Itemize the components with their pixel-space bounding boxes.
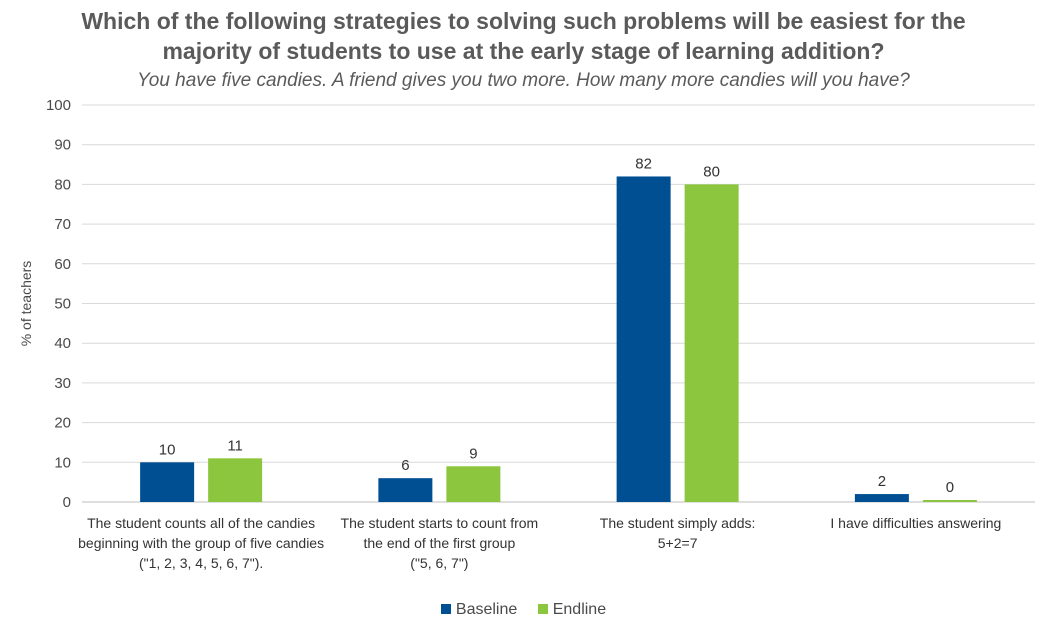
bar-baseline [616,176,671,502]
data-label: 10 [159,441,176,458]
y-axis-label: % of teachers [18,261,34,347]
data-label: 6 [401,457,409,474]
x-tick-label: beginning with the group of five candies [78,535,324,551]
x-tick-label: The student simply adds: [600,515,756,531]
x-tick-label: ("5, 6, 7") [410,555,468,571]
legend-item-baseline: Baseline [440,601,518,619]
bar-endline [208,458,263,502]
y-tick-label: 30 [54,375,71,392]
data-label: 2 [878,473,886,490]
y-tick-label: 0 [63,494,71,511]
y-tick-label: 10 [54,454,71,471]
bar-endline [922,500,977,502]
y-tick-label: 90 [54,137,71,154]
y-tick-label: 70 [54,216,71,233]
y-tick-label: 60 [54,256,71,273]
y-tick-label: 80 [54,176,71,193]
bar-baseline [854,494,909,502]
y-tick-label: 40 [54,335,71,352]
x-tick-label: ("1, 2, 3, 4, 5, 6, 7"). [139,555,263,571]
data-label: 82 [635,155,652,172]
chart-title-text: Which of the following strategies to sol… [81,8,966,64]
x-tick-label: The student counts all of the candies [87,515,315,531]
data-label: 0 [946,479,954,496]
legend-item-endline: Endline [537,601,607,619]
bar-baseline [378,478,433,502]
bar-baseline [140,462,195,502]
y-tick-label: 20 [54,415,71,432]
chart-subtitle: You have five candies. A friend gives yo… [137,70,910,91]
x-tick-label: I have difficulties answering [830,515,1001,531]
data-label: 9 [469,445,477,462]
y-tick-label: 100 [46,97,71,114]
legend-label-endline: Endline [552,601,607,618]
legend: Baseline Endline [0,601,1047,619]
x-tick-label: the end of the first group [363,535,515,551]
y-tick-label: 50 [54,296,71,313]
data-label: 11 [227,437,243,454]
data-label: 80 [703,163,720,180]
bar-endline [446,466,501,502]
legend-label-baseline: Baseline [455,601,518,618]
legend-swatch-baseline [440,604,451,614]
x-tick-label: The student starts to count from [341,515,539,531]
bar-endline [684,184,739,502]
legend-swatch-endline [537,604,548,614]
x-tick-label: 5+2=7 [658,535,698,551]
chart-title: Which of the following strategies to sol… [0,6,1047,66]
